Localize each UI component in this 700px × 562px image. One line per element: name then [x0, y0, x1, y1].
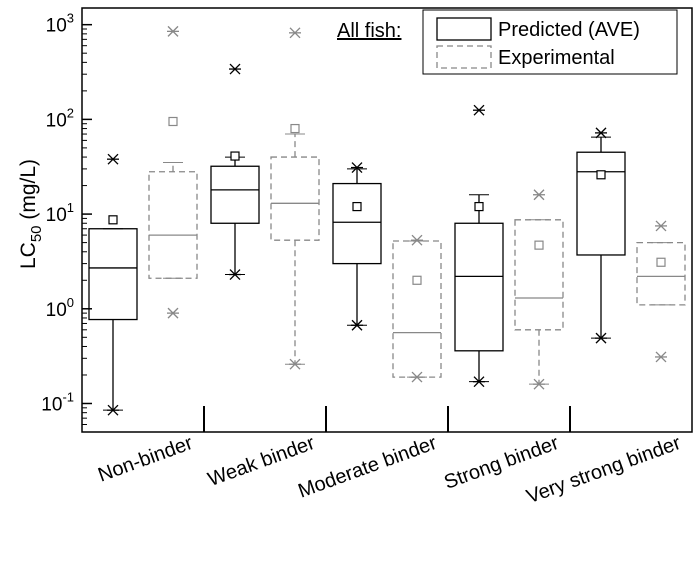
outlier-marker — [533, 189, 545, 201]
box-group — [392, 234, 442, 383]
legend-label: Experimental — [498, 47, 615, 69]
box-iqr — [454, 222, 504, 352]
box-iqr — [210, 165, 260, 224]
outlier-marker — [229, 63, 241, 75]
outlier-marker — [351, 162, 363, 174]
outlier-marker — [473, 376, 485, 388]
legend-swatch — [436, 45, 492, 69]
box-group — [576, 127, 626, 344]
x-category-label: Non-binder — [95, 432, 196, 487]
y-axis-title-sub: 50 — [28, 225, 45, 242]
outlier-marker — [473, 104, 485, 116]
outlier-marker — [167, 25, 179, 37]
legend-label: Predicted (AVE) — [498, 19, 640, 41]
outlier-marker — [107, 153, 119, 165]
y-tick-label: 100 — [46, 295, 74, 321]
mean-marker — [534, 240, 544, 250]
box-iqr — [576, 151, 626, 256]
series-experimental — [148, 25, 686, 390]
y-axis: 10-1 100 101 102 103 — [41, 11, 92, 433]
outlier-marker — [595, 127, 607, 139]
box-group — [88, 153, 138, 416]
y-tick-label: 103 — [46, 11, 74, 37]
box-iqr — [392, 240, 442, 378]
outlier-marker — [229, 269, 241, 280]
outlier-marker — [351, 319, 363, 331]
mean-marker — [352, 201, 362, 212]
y-tick-label: 10-1 — [41, 389, 74, 415]
mean-marker — [108, 215, 118, 225]
box-series — [88, 25, 686, 416]
mean-marker — [290, 123, 300, 134]
mean-marker — [656, 257, 666, 267]
outlier-marker — [289, 358, 301, 370]
box-iqr — [148, 171, 198, 279]
legend-box — [422, 9, 678, 75]
outlier-marker — [411, 234, 423, 246]
box-iqr — [88, 228, 138, 321]
box-iqr — [514, 219, 564, 331]
mean-marker — [168, 116, 178, 127]
legend: All fish: Predicted (AVE) Experimental — [337, 9, 678, 75]
outlier-marker — [655, 220, 667, 232]
x-category-label: Moderate binder — [295, 432, 440, 503]
outlier-marker — [167, 307, 179, 319]
outlier-marker — [411, 371, 423, 383]
y-axis-title: LC50 (mg/L) — [17, 159, 45, 269]
box-iqr — [636, 241, 686, 306]
box-group — [210, 63, 260, 280]
legend-swatch — [436, 17, 492, 41]
box-group — [514, 189, 564, 390]
y-tick-label: 101 — [46, 200, 74, 226]
mean-marker — [412, 275, 422, 285]
outlier-marker — [655, 351, 667, 363]
box-iqr — [270, 156, 320, 241]
outlier-marker — [289, 27, 301, 39]
box-group — [270, 27, 320, 370]
box-iqr — [332, 182, 382, 265]
box-group — [454, 104, 504, 388]
mean-marker — [474, 201, 484, 212]
outlier-marker — [595, 332, 607, 344]
series-predicted — [88, 63, 626, 416]
outlier-marker — [107, 404, 119, 416]
box-group — [332, 162, 382, 331]
mean-marker — [596, 170, 606, 180]
legend-title: All fish: — [337, 20, 401, 42]
box-group — [636, 220, 686, 363]
box-group — [148, 25, 198, 319]
plot-frame — [81, 7, 693, 433]
y-tick-label: 102 — [46, 105, 74, 131]
y-axis-title-main: LC — [17, 242, 40, 269]
y-axis-title-unit: (mg/L) — [17, 159, 40, 226]
mean-marker — [230, 151, 240, 161]
outlier-marker — [533, 378, 545, 390]
